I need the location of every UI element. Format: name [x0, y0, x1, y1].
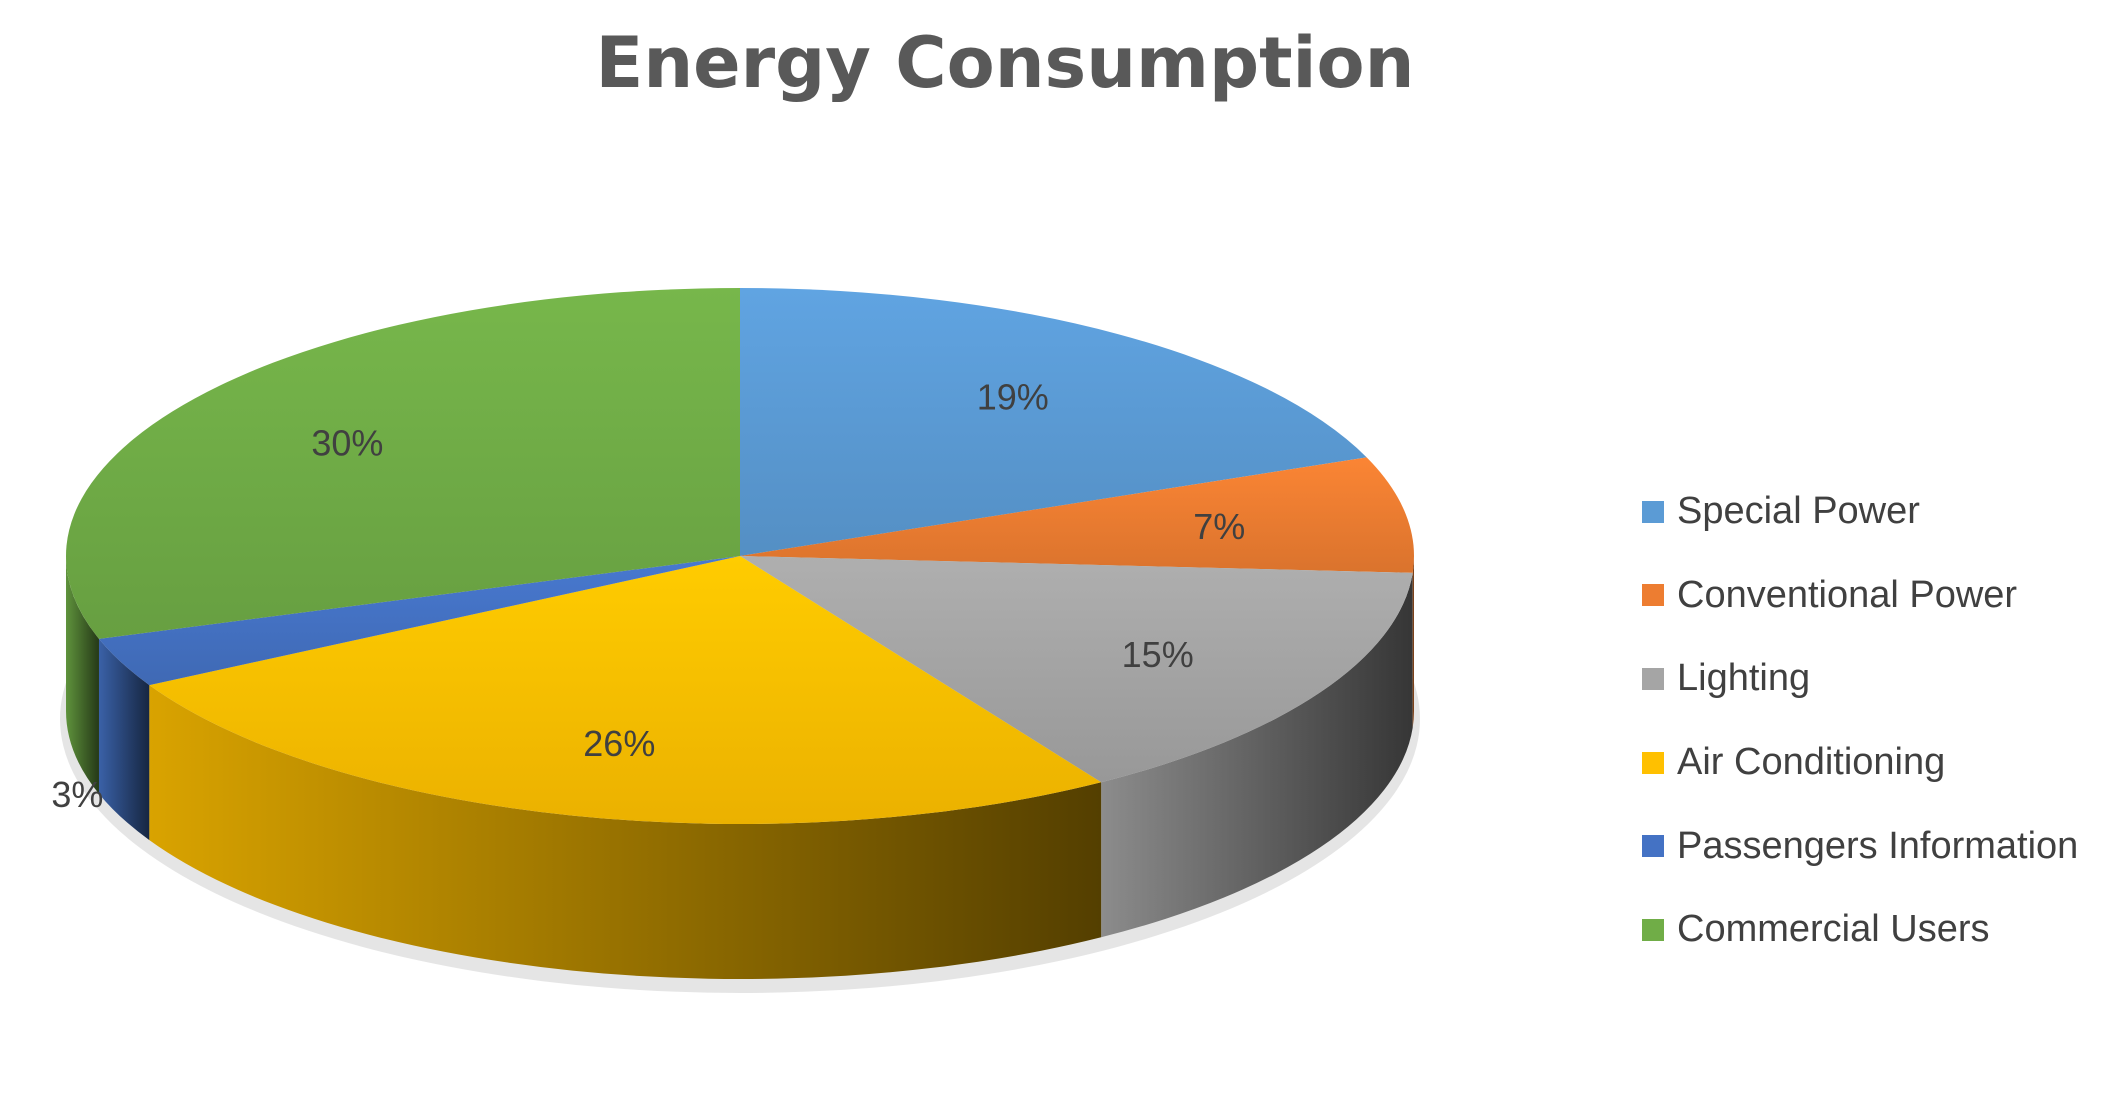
legend-swatch-conventional-power: [1642, 584, 1664, 607]
data-label-passengers-information: 3%: [51, 774, 103, 815]
legend-item-commercial-users[interactable]: Commercial Users: [1642, 888, 2112, 972]
data-label-special-power: 19%: [977, 376, 1049, 417]
legend-swatch-special-power: [1642, 500, 1664, 523]
chart-title: Energy Consumption: [595, 22, 1415, 104]
legend-item-special-power[interactable]: Special Power: [1642, 470, 2112, 554]
data-label-air-conditioning: 26%: [583, 723, 655, 764]
legend-item-lighting[interactable]: Lighting: [1642, 637, 2112, 721]
legend-label: Special Power: [1677, 490, 1920, 533]
pie-slices: [66, 288, 1414, 824]
pie-slice-lighting[interactable]: [740, 556, 1413, 783]
legend-swatch-commercial-users: [1642, 918, 1664, 941]
pie-side-conventional-power: [1412, 556, 1414, 728]
data-label-conventional-power: 7%: [1193, 506, 1245, 547]
data-label-lighting: 15%: [1122, 634, 1194, 675]
legend-item-air-conditioning[interactable]: Air Conditioning: [1642, 721, 2112, 805]
legend-swatch-air-conditioning: [1642, 751, 1664, 774]
pie-slice-commercial-users[interactable]: [66, 288, 740, 639]
legend-label: Lighting: [1677, 657, 1811, 700]
legend-label: Air Conditioning: [1677, 741, 1946, 784]
legend-swatch-lighting: [1642, 667, 1664, 690]
legend-item-passengers-information[interactable]: Passengers Information: [1642, 804, 2112, 888]
legend-swatch-passengers-information: [1642, 835, 1664, 858]
legend: Special Power Conventional Power Lighting A…: [1642, 470, 2112, 972]
legend-label: Commercial Users: [1677, 908, 1990, 951]
pie-side-commercial-users: [66, 556, 99, 794]
pie-side-lighting: [1101, 572, 1413, 938]
legend-item-conventional-power[interactable]: Conventional Power: [1642, 554, 2112, 638]
legend-label: Passengers Information: [1677, 824, 2079, 867]
pie-side-air-conditioning: [149, 685, 1102, 979]
pie-slice-passengers-information[interactable]: [98, 556, 740, 686]
pie-side-passengers-information: [98, 638, 150, 841]
pie-slice-conventional-power[interactable]: [740, 457, 1414, 573]
pie-slice-air-conditioning[interactable]: [149, 556, 1102, 824]
pie-data-labels: 19% 7% 15% 26% 3% 30%: [51, 376, 1245, 815]
pie-slice-special-power[interactable]: [740, 288, 1367, 556]
legend-label: Conventional Power: [1677, 573, 2018, 616]
data-label-commercial-users: 30%: [311, 423, 383, 464]
